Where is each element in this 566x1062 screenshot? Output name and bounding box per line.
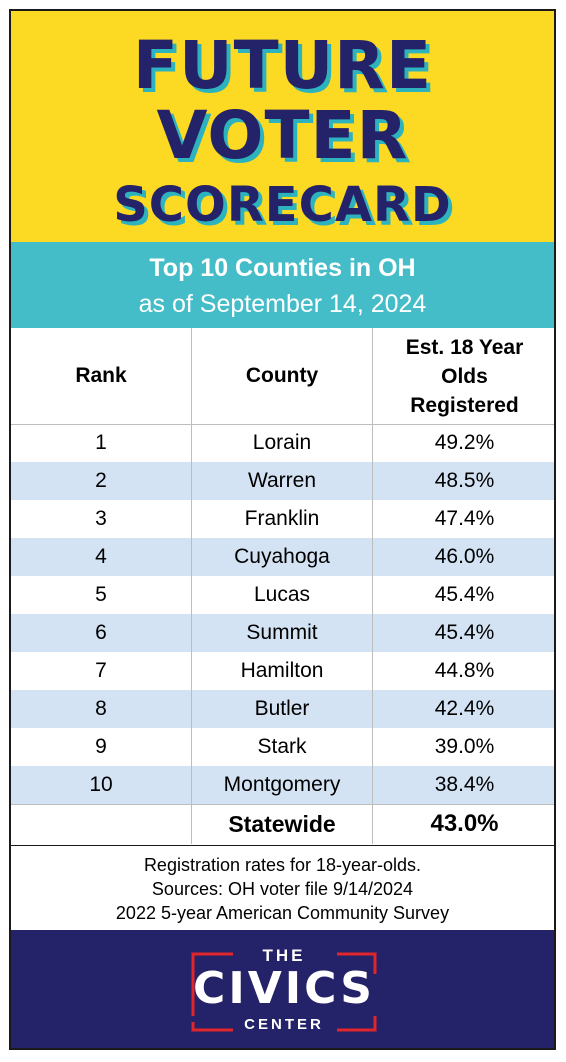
footnote-line-1: Registration rates for 18-year-olds. <box>143 855 422 875</box>
rate-cell: 42.4% <box>434 697 495 720</box>
rank-cell: 7 <box>95 659 107 682</box>
rank-cell: 4 <box>95 545 107 568</box>
header-title-line-2: VOTER <box>156 97 409 174</box>
column-header-county: County <box>245 364 319 387</box>
rank-cell: 9 <box>95 735 107 758</box>
table-row: 3 Franklin 47.4% <box>11 500 554 538</box>
table-row: 7 Hamilton 44.8% <box>11 652 554 690</box>
logo-text-the: THE <box>262 946 306 965</box>
column-header-registered-line-3: Registered <box>410 393 519 417</box>
county-cell: Lucas <box>253 583 311 606</box>
rate-cell: 45.4% <box>434 621 495 644</box>
footnote-line-3: 2022 5-year American Community Survey <box>115 903 450 923</box>
logo-text-center: CENTER <box>244 1016 324 1033</box>
footnote: Registration rates for 18-year-olds. Sou… <box>11 845 554 929</box>
table-row: 8 Butler 42.4% <box>11 690 554 728</box>
rate-cell: 48.5% <box>434 469 495 492</box>
rank-cell: 2 <box>95 469 107 492</box>
header-divider <box>11 424 554 425</box>
statewide-label: Statewide <box>228 811 336 837</box>
county-table: Rank County Est. 18 Year Olds Registered… <box>11 328 554 844</box>
county-cell: Stark <box>257 735 307 758</box>
table-row: 4 Cuyahoga 46.0% <box>11 538 554 576</box>
table-row: 10 Montgomery 38.4% <box>11 766 554 804</box>
rate-cell: 38.4% <box>434 773 495 796</box>
county-cell: Hamilton <box>240 659 324 682</box>
column-header-rank: Rank <box>75 364 127 387</box>
county-cell: Cuyahoga <box>234 545 330 568</box>
subtitle-date: as of September 14, 2024 <box>138 290 427 318</box>
table-row: 5 Lucas 45.4% <box>11 576 554 614</box>
subtitle-banner: Top 10 Counties in OH as of September 14… <box>11 242 554 328</box>
footnote-line-2: Sources: OH voter file 9/14/2024 <box>151 879 414 899</box>
county-cell: Montgomery <box>223 773 341 796</box>
rate-cell: 44.8% <box>434 659 495 682</box>
footer-banner: THE CIVICS CENTER <box>11 930 554 1048</box>
rank-cell: 1 <box>95 431 107 454</box>
rank-cell: 5 <box>95 583 107 606</box>
logo-text-civics: CIVICS <box>193 963 375 1014</box>
statewide-rate: 43.0% <box>430 810 499 837</box>
rate-cell: 45.4% <box>434 583 495 606</box>
column-header-registered: Est. 18 Year Olds Registered <box>373 328 554 424</box>
column-header-registered-line-2: Olds <box>441 364 488 388</box>
rank-cell: 3 <box>95 507 107 530</box>
rank-cell: 10 <box>89 773 113 796</box>
table-row: 6 Summit 45.4% <box>11 614 554 652</box>
county-cell: Franklin <box>244 507 320 530</box>
column-divider <box>372 328 373 844</box>
table-row: 2 Warren 48.5% <box>11 462 554 500</box>
civics-center-logo: THE CIVICS CENTER <box>181 946 387 1038</box>
rate-cell: 46.0% <box>434 545 495 568</box>
rank-cell: 6 <box>95 621 107 644</box>
statewide-divider <box>11 804 554 805</box>
scorecard-header: FUTURE VOTER SCORECARD <box>11 11 554 242</box>
header-title-line-3: SCORECARD <box>113 177 452 233</box>
county-cell: Summit <box>246 621 318 644</box>
column-header-registered-line-1: Est. 18 Year <box>405 335 524 359</box>
subtitle-heading: Top 10 Counties in OH <box>149 254 416 282</box>
scorecard-card: FUTURE VOTER SCORECARD Top 10 Counties i… <box>9 9 556 1050</box>
rate-cell: 47.4% <box>434 507 495 530</box>
table-row: 9 Stark 39.0% <box>11 728 554 766</box>
rate-cell: 39.0% <box>434 735 495 758</box>
county-cell: Butler <box>254 697 310 720</box>
statewide-row: Statewide 43.0% <box>11 804 554 844</box>
header-title-line-1: FUTURE <box>132 27 433 104</box>
rate-cell: 49.2% <box>434 431 495 454</box>
column-divider <box>191 328 192 844</box>
logo-frame-icon <box>191 952 377 1032</box>
rank-cell: 8 <box>95 697 107 720</box>
table-row: 1 Lorain 49.2% <box>11 424 554 462</box>
county-cell: Warren <box>247 469 317 492</box>
county-cell: Lorain <box>252 431 312 454</box>
